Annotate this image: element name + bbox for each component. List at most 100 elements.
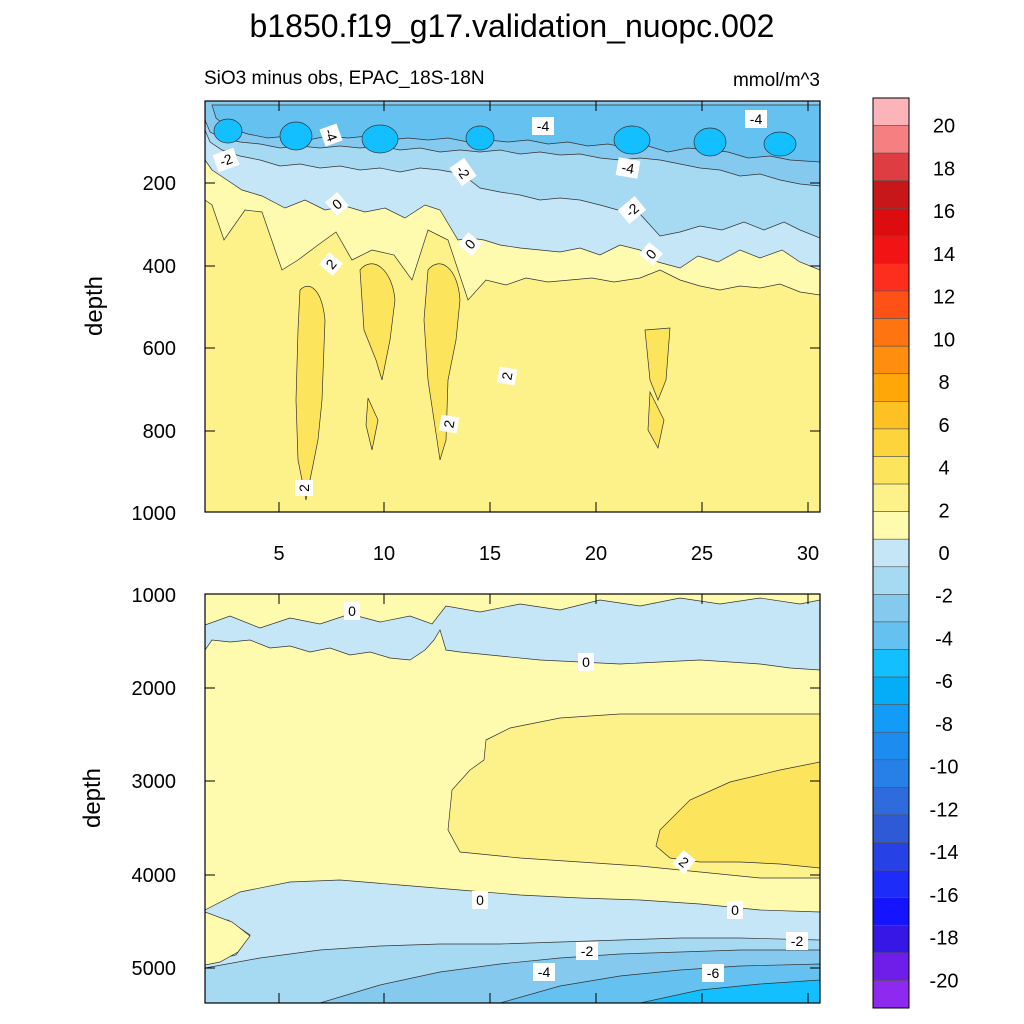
upper-y-axis: depth 200 400 600 800 1000: [81, 173, 820, 525]
colorbar-swatch: [872, 235, 910, 264]
lower-contour-field: [205, 594, 820, 1003]
colorbar-swatch: [872, 483, 910, 512]
svg-text:-4: -4: [537, 118, 550, 134]
colorbar-swatch: [872, 814, 910, 843]
colorbar-swatch: [872, 759, 910, 788]
y-tick-label: 4000: [132, 865, 177, 887]
contour-label: -2: [617, 196, 647, 224]
colorbar-tick-label: -10: [930, 757, 959, 779]
colorbar-swatch: [872, 208, 910, 237]
lower-plot-frame: [204, 593, 821, 1004]
colorbar-tick-label: 2: [938, 500, 949, 522]
colorbar-swatch: [872, 318, 910, 347]
svg-text:-2: -2: [791, 933, 804, 949]
colorbar-swatch: [872, 373, 910, 402]
upper-core-3: [361, 124, 399, 154]
colorbar-tick-label: 0: [938, 543, 949, 565]
upper-fill-2to4: [205, 199, 820, 512]
colorbar-tick-label: -6: [935, 671, 953, 693]
colorbar-swatch: [872, 594, 910, 623]
colorbar-swatch: [872, 125, 910, 154]
upper-subtitle: SiO3 minus obs, EPAC_18S-18N: [204, 68, 485, 89]
contour-label: -2: [449, 157, 477, 187]
contour-label: 0: [727, 901, 743, 919]
lower-panel: 0 0 2 0 0 -2 -2 -4 -6 depth 1000 2000 30…: [79, 585, 821, 1004]
x-tick-label: 10: [373, 543, 395, 565]
contour-label: -6: [702, 964, 724, 982]
upper-x-axis: 5 10 15 20 25 30: [273, 101, 819, 565]
colorbar-swatch: [872, 180, 910, 209]
upper-fill-2to4-b: [295, 285, 326, 501]
y-tick-label: 800: [143, 421, 176, 443]
x-tick-label: 25: [691, 543, 713, 565]
y-tick-label: 400: [143, 256, 176, 278]
colorbar-tick-label: 16: [933, 201, 955, 223]
colorbar-tick-label: 8: [938, 372, 949, 394]
svg-text:0: 0: [582, 654, 590, 670]
upper-fill-2to4-g: [365, 397, 379, 451]
y-tick-label: 600: [143, 338, 176, 360]
units-label: mmol/m^3: [733, 70, 820, 91]
colorbar-tick-label: -8: [935, 714, 953, 736]
svg-text:-4: -4: [620, 159, 635, 177]
contour-label: 0: [472, 891, 488, 909]
colorbar-tick-label: -12: [930, 799, 959, 821]
colorbar-swatch: [872, 649, 910, 678]
upper-core-2: [279, 121, 313, 151]
colorbar-tick-label: 6: [938, 415, 949, 437]
svg-text:-2: -2: [217, 150, 234, 169]
contour-label: 2: [295, 480, 313, 496]
svg-text:-6: -6: [707, 965, 720, 981]
contour-label: -4: [615, 157, 641, 179]
svg-text:0: 0: [348, 603, 356, 619]
colorbar-tick-label: -16: [930, 885, 959, 907]
y-tick-label: 5000: [132, 958, 177, 980]
contour-label: -2: [576, 942, 598, 960]
colorbar-tick-label: -20: [930, 970, 959, 992]
contour-label: -2: [212, 147, 240, 173]
colorbar-swatch: [872, 621, 910, 650]
lower-fill-8to-10: [639, 979, 820, 1003]
colorbar-swatch: [872, 924, 910, 954]
colorbar-tick-label: -4: [935, 628, 953, 650]
lower-contour-labels: 0 0 2 0 0 -2 -2 -4 -6: [344, 602, 808, 982]
svg-text:-4: -4: [538, 964, 551, 980]
colorbar-frame: [872, 97, 910, 1009]
lower-fill-0to-2-top: [205, 597, 820, 671]
upper-contour-labels: -4 -4 -4 -4 -2 -2 -2 0 0 0 2 2 2 2: [212, 110, 767, 496]
contour-label: -4: [532, 117, 554, 135]
x-tick-label: 30: [797, 543, 819, 565]
svg-text:-4: -4: [750, 111, 763, 127]
colorbar-swatch: [872, 97, 910, 126]
contour-label: 0: [344, 602, 360, 620]
svg-text:-4: -4: [321, 126, 340, 143]
upper-y-label: depth: [81, 276, 108, 336]
x-tick-label: 5: [273, 543, 284, 565]
svg-text:2: 2: [440, 419, 457, 430]
chart-title: b1850.f19_g17.validation_nuopc.002: [250, 8, 775, 44]
contour-label: 2: [318, 252, 344, 276]
lower-fill-island-left: [205, 911, 251, 966]
colorbar-swatch: [872, 869, 910, 898]
svg-text:-2: -2: [581, 943, 594, 959]
colorbar-swatch: [872, 980, 910, 1009]
colorbar-tick-label: 4: [938, 458, 949, 480]
colorbar-swatch: [872, 952, 910, 981]
upper-panel: SiO3 minus obs, EPAC_18S-18N mmol/m^3: [81, 68, 821, 565]
x-tick-label: 20: [585, 543, 607, 565]
upper-core-1: [213, 118, 243, 144]
contour-label: 0: [457, 232, 483, 256]
colorbar-swatch: [872, 263, 910, 292]
colorbar-swatch: [872, 456, 910, 485]
contour-label: 2: [438, 414, 460, 434]
upper-contour-field: [205, 101, 820, 512]
lower-y-axis: depth 1000 2000 3000 4000 5000: [79, 585, 820, 1003]
colorbar-swatch: [872, 566, 910, 595]
svg-text:0: 0: [731, 902, 739, 918]
contour-label: 0: [638, 242, 664, 266]
colorbar-swatch: [872, 676, 910, 705]
svg-text:2: 2: [498, 371, 515, 382]
y-tick-label: 200: [143, 173, 176, 195]
upper-core-4: [465, 125, 495, 151]
